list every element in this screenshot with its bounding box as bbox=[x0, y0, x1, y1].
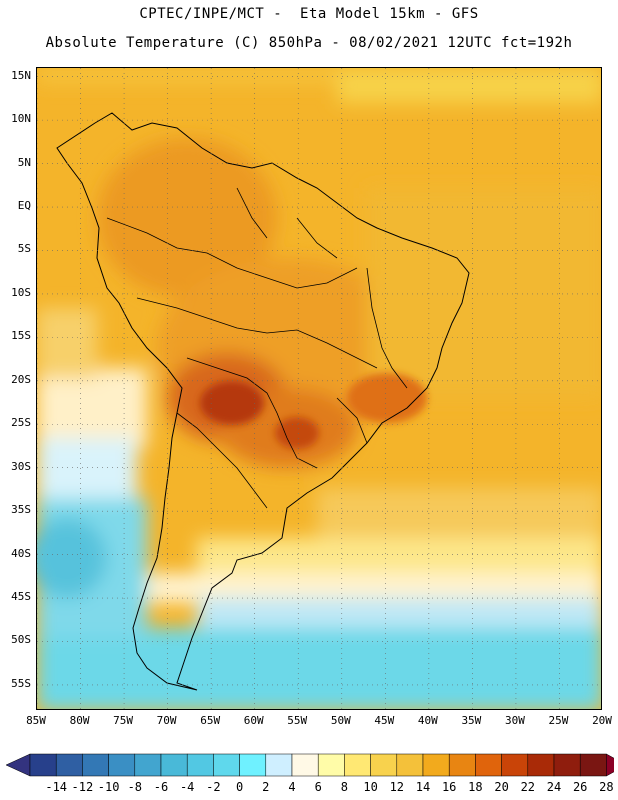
colorbar-swatch bbox=[527, 753, 555, 777]
latitude-label: 5N bbox=[17, 155, 31, 169]
latitude-label: 20S bbox=[11, 372, 31, 386]
colorbar-swatch bbox=[265, 753, 293, 777]
colorbar-swatch bbox=[82, 753, 109, 777]
colorbar-tick-label: 0 bbox=[235, 780, 244, 794]
colorbar-tick-label: 20 bbox=[494, 780, 509, 794]
latitude-label: 55S bbox=[11, 676, 31, 690]
colorbar-tick-label: -6 bbox=[153, 780, 169, 794]
latitude-label: 35S bbox=[11, 503, 31, 517]
latitude-label: 5S bbox=[17, 242, 31, 256]
longitude-label: 35W bbox=[461, 714, 482, 727]
colorbar-swatch bbox=[186, 753, 214, 777]
latitude-label: EQ bbox=[17, 199, 31, 213]
latitude-label: 30S bbox=[11, 459, 31, 473]
longitude-label: 80W bbox=[69, 714, 90, 727]
longitude-label: 75W bbox=[113, 714, 133, 727]
longitude-label: 50W bbox=[330, 714, 351, 727]
temperature-map bbox=[36, 67, 602, 710]
latitude-label: 15N bbox=[11, 68, 31, 82]
colorbar-tick-label: 24 bbox=[546, 780, 562, 794]
colorbar-swatch bbox=[475, 753, 502, 777]
colorbar-swatch bbox=[29, 753, 57, 777]
colorbar-tick-label: -14 bbox=[45, 780, 68, 794]
colorbar-under-arrow bbox=[6, 753, 31, 777]
colorbar-tick-label: -2 bbox=[206, 780, 221, 794]
lat-lon-grid bbox=[37, 68, 601, 709]
colorbar-tick-label: -12 bbox=[71, 780, 94, 794]
longitude-label: 70W bbox=[156, 714, 177, 727]
continent-outline bbox=[56, 112, 470, 691]
colorbar-swatch bbox=[579, 753, 607, 777]
longitude-label: 25W bbox=[548, 714, 569, 727]
colorbar-swatch bbox=[344, 753, 371, 777]
colorbar-tick-label: -4 bbox=[179, 780, 195, 794]
colorbar-tick-label: -8 bbox=[127, 780, 143, 794]
colorbar-swatch bbox=[448, 753, 476, 777]
colorbar-swatch bbox=[553, 753, 581, 777]
colorbar-swatch bbox=[239, 753, 267, 777]
colorbar-swatch bbox=[134, 753, 162, 777]
colorbar-tick-label: 10 bbox=[363, 780, 378, 794]
latitude-label: 15S bbox=[11, 329, 31, 343]
latitude-label: 40S bbox=[11, 546, 31, 560]
colorbar-swatch bbox=[160, 753, 188, 777]
map-title: CPTEC/INPE/MCT - Eta Model 15km - GFS bbox=[139, 6, 479, 22]
longitude-label: 40W bbox=[417, 714, 438, 727]
latitude-label: 50S bbox=[11, 633, 31, 647]
colorbar-tick-label: 14 bbox=[415, 780, 431, 794]
colorbar-tick-label: 18 bbox=[468, 780, 483, 794]
longitude-label: 55W bbox=[287, 714, 308, 727]
colorbar-tick-label: 6 bbox=[314, 780, 322, 794]
colorbar-tick-label: 28 bbox=[599, 780, 614, 794]
colorbar-swatch bbox=[55, 753, 83, 777]
colorbar-swatch bbox=[317, 753, 345, 777]
map-subtitle: Absolute Temperature (C) 850hPa - 08/02/… bbox=[45, 35, 573, 51]
colorbar-tick-label: 26 bbox=[572, 780, 588, 794]
country-borders bbox=[106, 187, 408, 509]
color-scale-bar bbox=[6, 753, 614, 777]
colorbar-swatch bbox=[213, 753, 240, 777]
colorbar-swatch bbox=[370, 753, 398, 777]
latitude-label: 10N bbox=[11, 112, 31, 126]
colorbar-tick-label: -10 bbox=[97, 780, 120, 794]
colorbar-tick-label: 16 bbox=[441, 780, 457, 794]
colorbar-over-arrow bbox=[606, 753, 614, 777]
map-canvas bbox=[37, 68, 601, 709]
longitude-label: 65W bbox=[200, 714, 221, 727]
colorbar-tick-label: 4 bbox=[288, 780, 296, 794]
colorbar-tick-label: 2 bbox=[262, 780, 270, 794]
latitude-label: 10S bbox=[11, 285, 31, 299]
longitude-label: 30W bbox=[504, 714, 525, 727]
colorbar-tick-label: 8 bbox=[340, 780, 348, 794]
colorbar-swatch bbox=[422, 753, 450, 777]
colorbar-tick-label: 22 bbox=[520, 780, 536, 794]
latitude-label: 45S bbox=[11, 590, 31, 604]
longitude-label: 85W bbox=[26, 714, 46, 727]
latitude-label: 25S bbox=[11, 416, 31, 430]
colorbar-swatch bbox=[396, 753, 424, 777]
colorbar-swatch bbox=[108, 753, 136, 777]
colorbar-tick-label: 12 bbox=[389, 780, 405, 794]
colorbar-swatch bbox=[291, 753, 319, 777]
longitude-label: 20W bbox=[592, 714, 612, 727]
longitude-label: 45W bbox=[374, 714, 395, 727]
warm-core bbox=[200, 373, 427, 449]
longitude-label: 60W bbox=[243, 714, 264, 727]
colorbar-swatch bbox=[501, 753, 529, 777]
